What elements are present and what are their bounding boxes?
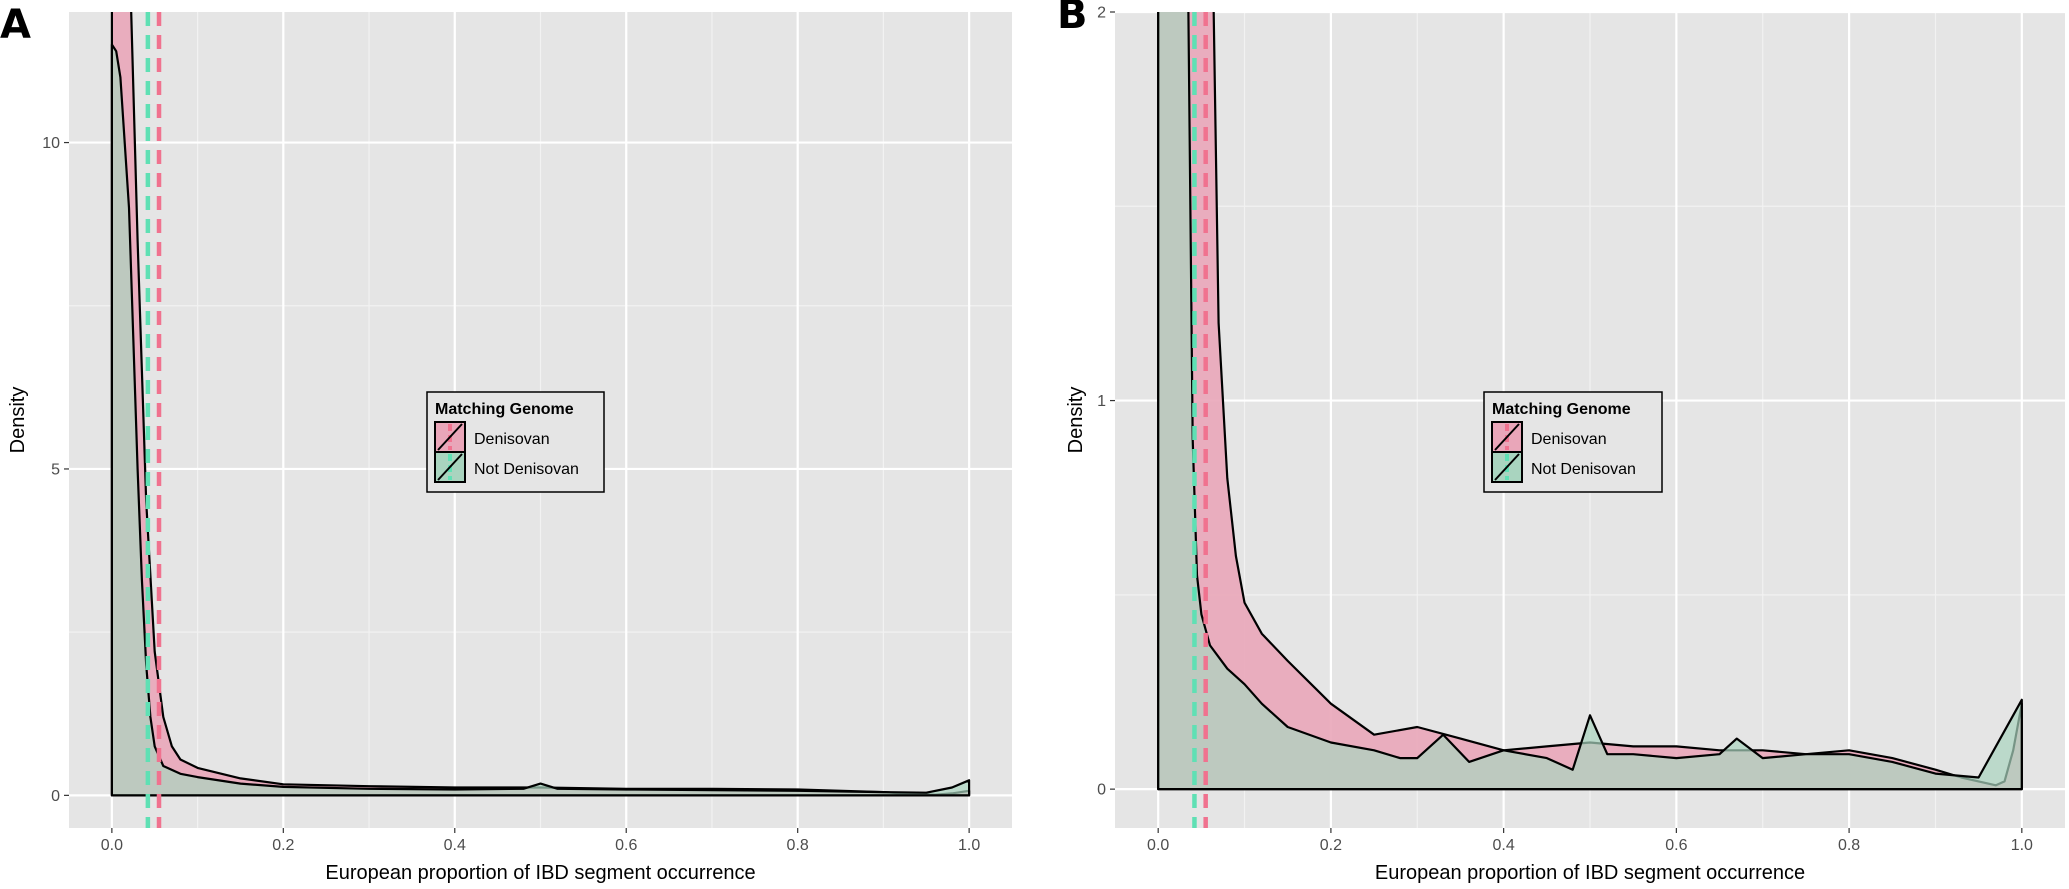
- panel-a-x-tick-label: 0.0: [101, 837, 123, 854]
- panel-a: A 0.0 0.2 0.4 0.6 0.8 1.0 0 5 10 European propor…: [0, 2, 1012, 884]
- panel-a-legend-title: Matching Genome: [435, 401, 574, 418]
- panel-a-y-axis-title: Density: [7, 387, 29, 454]
- panel-b-x-tick-label: 0.4: [1493, 837, 1515, 854]
- panel-b-legend-label-denisovan: Denisovan: [1531, 431, 1607, 448]
- panel-b-mean-lines: [1192, 12, 1208, 828]
- panel-a-x-tick-label: 0.2: [272, 837, 294, 854]
- panel-b-x-tick-label: 0.8: [1838, 837, 1860, 854]
- panel-b-y-tick-label: 1: [1097, 393, 1106, 410]
- panel-a-area-not-denisovan: [110, 43, 971, 797]
- panel-a-mean-lines: [145, 12, 162, 828]
- panel-a-legend-label-denisovan: Denisovan: [474, 431, 550, 448]
- panel-a-x-tick-label: 0.4: [444, 837, 466, 854]
- panel-b-y-tick-label: 0: [1097, 782, 1106, 799]
- panel-b-x-tick-label: 1.0: [2011, 837, 2033, 854]
- panel-b-y-axis-title: Density: [1065, 387, 1087, 454]
- panel-b-area-not-denisovan: [1157, 12, 2023, 791]
- panel-b-legend-slash: [1494, 453, 1520, 481]
- panel-a-legend-slash: [437, 453, 463, 481]
- panel-a-ticks: 0.0 0.2 0.4 0.6 0.8 1.0 0 5 10: [42, 135, 980, 854]
- panel-a-letter: A: [0, 2, 31, 48]
- panel-b-areas: [1157, 12, 2023, 791]
- panel-b-y-tick-label: 2: [1097, 5, 1106, 22]
- panel-b-legend-key-not-denisovan: [1491, 451, 1523, 483]
- panel-a-areas: [110, 12, 971, 797]
- panel-b-letter: B: [1057, 0, 1088, 38]
- panel-a-y-tick-label: 5: [51, 461, 60, 478]
- panel-a-y-tick-label: 0: [51, 788, 60, 805]
- panel-b-x-tick-label: 0.0: [1147, 837, 1169, 854]
- panel-b-legend-key-denisovan: [1491, 421, 1523, 453]
- panel-a-y-tick-label: 10: [42, 135, 60, 152]
- panel-b-x-tick-label: 0.2: [1320, 837, 1342, 854]
- panel-b-legend-title: Matching Genome: [1492, 401, 1631, 418]
- panel-a-x-axis-title: European proportion of IBD segment occur…: [325, 862, 755, 884]
- panel-b-legend-label-not-denisovan: Not Denisovan: [1531, 461, 1636, 478]
- panel-b-legend: Matching Genome Denisovan Not Denisovan: [1483, 391, 1663, 493]
- panel-b-x-tick-label: 0.6: [1665, 837, 1687, 854]
- panel-a-legend-key-denisovan: [434, 421, 466, 453]
- panel-a-x-tick-label: 0.6: [615, 837, 637, 854]
- panel-a-legend-key-not-denisovan: [434, 451, 466, 483]
- panel-a-x-tick-label: 1.0: [958, 837, 980, 854]
- panel-b-ticks: 0.0 0.2 0.4 0.6 0.8 1.0 0 1 2: [1097, 5, 2033, 855]
- panel-a-legend: Matching Genome Denisovan Not Denisovan: [426, 391, 605, 493]
- panel-a-legend-label-not-denisovan: Not Denisovan: [474, 461, 579, 478]
- panel-b: B 0.0 0.2 0.4 0.6 0.8 1.0 0 1 2 European proport…: [1057, 0, 2065, 884]
- panel-a-x-tick-label: 0.8: [787, 837, 809, 854]
- panel-a-legend-slash: [437, 423, 463, 451]
- panel-b-x-axis-title: European proportion of IBD segment occur…: [1375, 862, 1805, 884]
- panel-b-legend-slash: [1494, 423, 1520, 451]
